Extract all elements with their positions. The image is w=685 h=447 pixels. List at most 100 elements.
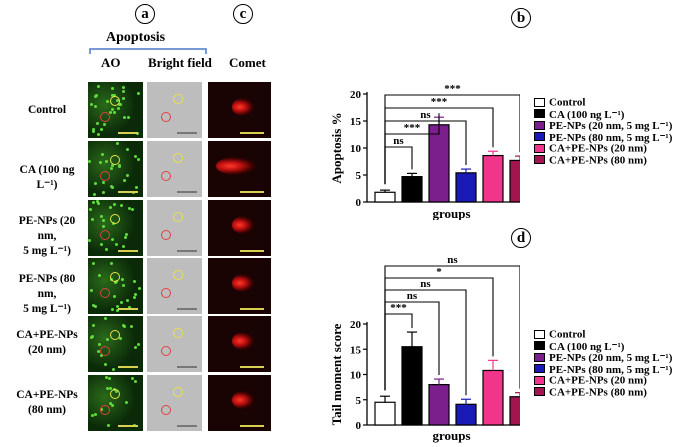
bar-2 — [401, 346, 423, 426]
legend-swatch — [534, 375, 545, 385]
legend-label: CA+PE-NPs (20 nm) — [549, 142, 647, 155]
legend-label: PE-NPs (80 nm, 5 mg L⁻¹) — [549, 131, 673, 144]
legend-label: CA (100 ng L⁻¹) — [549, 108, 625, 121]
row-label-control: Control — [27, 104, 67, 116]
legend-swatch — [534, 329, 545, 339]
ao-image-row-2 — [88, 141, 143, 197]
comet-image-row-1 — [208, 82, 271, 138]
y-tick-label: 20 — [350, 319, 362, 331]
significance-label-5: ns — [447, 255, 458, 266]
legend-label: Control — [549, 328, 586, 341]
row-label-pe-80: PE-NPs (80 nm, 5 mg L⁻¹) — [18, 273, 76, 315]
row-label-ca-pe-80: CA+PE-NPs (80 nm) — [16, 389, 78, 416]
legend-label: PE-NPs (20 nm, 5 mg L⁻¹) — [549, 119, 673, 132]
legend-label: PE-NPs (20 nm, 5 mg L⁻¹) — [549, 351, 673, 364]
comet-image-row-6 — [208, 375, 271, 431]
bright-field-image-row-3 — [147, 200, 202, 256]
panel-label-c: c — [233, 4, 253, 24]
panel-label-a: a — [135, 4, 155, 24]
legend-swatch — [534, 364, 545, 374]
panel-label-b: b — [511, 8, 531, 28]
col-header-comet: Comet — [229, 55, 266, 70]
bar-4 — [455, 403, 477, 426]
ao-image-row-6 — [88, 375, 143, 431]
significance-label-2: ns — [407, 290, 418, 302]
x-axis-label: groups — [432, 206, 470, 220]
bar-6 — [509, 396, 520, 426]
significance-label-5: *** — [444, 83, 461, 95]
legend-b-entry-5: CA+PE-NPs (20 nm) — [534, 139, 647, 154]
bar-3 — [428, 383, 450, 426]
legend-label: Control — [549, 96, 586, 109]
y-axis-label: Tail moment score — [329, 323, 344, 425]
significance-label-3: ns — [420, 278, 431, 290]
legend-b-entry-3: PE-NPs (20 nm, 5 mg L⁻¹) — [534, 116, 672, 132]
y-tick-label: 5 — [356, 395, 362, 407]
legend-d-entry-2: CA (100 ng L⁻¹) — [534, 337, 624, 352]
legend-label: CA+PE-NPs (20 nm) — [549, 374, 647, 387]
significance-label-2: *** — [404, 122, 421, 134]
bar-3 — [428, 124, 450, 203]
ao-image-row-3 — [88, 200, 143, 256]
apoptosis-title: Apoptosis — [106, 30, 166, 45]
bar-1 — [374, 401, 396, 426]
legend-label: CA (100 ng L⁻¹) — [549, 340, 625, 353]
comet-image-row-4 — [208, 258, 271, 314]
legend-swatch — [534, 352, 545, 362]
bright-field-image-row-6 — [147, 375, 202, 431]
col-header-bright-field: Bright field — [148, 55, 212, 70]
legend-swatch — [534, 109, 545, 119]
legend-d-entry-1: Control — [534, 325, 585, 340]
row-label-ca: CA (100 ng L⁻¹) — [19, 164, 75, 191]
y-axis-label: Apoptosis % — [329, 112, 344, 183]
bar-2 — [401, 176, 423, 203]
significance-label-4: *** — [431, 96, 448, 108]
legend-swatch — [534, 132, 545, 142]
legend-swatch — [534, 341, 545, 351]
bright-field-image-row-2 — [147, 141, 202, 197]
y-tick-label: 20 — [350, 89, 362, 101]
bright-field-image-row-1 — [147, 82, 202, 138]
bar-4 — [455, 172, 477, 203]
ao-image-row-1 — [88, 82, 143, 138]
comet-image-row-5 — [208, 316, 271, 372]
panel-label-d: d — [511, 228, 531, 248]
y-tick-label: 10 — [350, 143, 362, 155]
significance-bracket-3 — [384, 120, 467, 185]
ao-image-row-5 — [88, 316, 143, 372]
significance-label-1: *** — [390, 302, 407, 314]
comet-image-row-3 — [208, 200, 271, 256]
legend-b-entry-1: Control — [534, 93, 585, 108]
bright-field-image-row-5 — [147, 316, 202, 372]
significance-label-3: ns — [420, 109, 431, 121]
significance-label-1: ns — [393, 135, 404, 147]
row-label-ca-pe-20: CA+PE-NPs (20 nm) — [16, 329, 78, 356]
legend-swatch — [534, 97, 545, 107]
legend-d-entry-5: CA+PE-NPs (20 nm) — [534, 371, 647, 386]
legend-swatch — [534, 143, 545, 153]
significance-label-4: * — [436, 266, 442, 278]
col-header-ao: AO — [101, 55, 121, 70]
row-label-pe-20: PE-NPs (20 nm, 5 mg L⁻¹) — [18, 215, 76, 257]
legend-d-entry-4: PE-NPs (80 nm, 5 mg L⁻¹) — [534, 360, 672, 375]
legend-b-entry-6: CA+PE-NPs (80 nm) — [534, 151, 647, 166]
legend-label: CA+PE-NPs (80 nm) — [549, 385, 647, 398]
y-tick-label: 10 — [350, 370, 362, 382]
legend-swatch — [534, 155, 545, 165]
legend-swatch — [534, 387, 545, 397]
y-tick-label: 0 — [356, 197, 362, 209]
legend-swatch — [534, 120, 545, 130]
legend-label: PE-NPs (80 nm, 5 mg L⁻¹) — [549, 363, 673, 376]
legend-b-entry-2: CA (100 ng L⁻¹) — [534, 105, 624, 120]
legend-b-entry-4: PE-NPs (80 nm, 5 mg L⁻¹) — [534, 128, 672, 143]
y-tick-label: 0 — [356, 420, 362, 432]
y-tick-label: 15 — [350, 116, 362, 128]
significance-bracket-5 — [384, 94, 520, 185]
x-axis-label: groups — [432, 428, 470, 443]
bar-5 — [482, 369, 504, 426]
header-bracket — [89, 48, 207, 54]
bar-5 — [482, 154, 504, 203]
significance-bracket-5 — [384, 265, 520, 391]
